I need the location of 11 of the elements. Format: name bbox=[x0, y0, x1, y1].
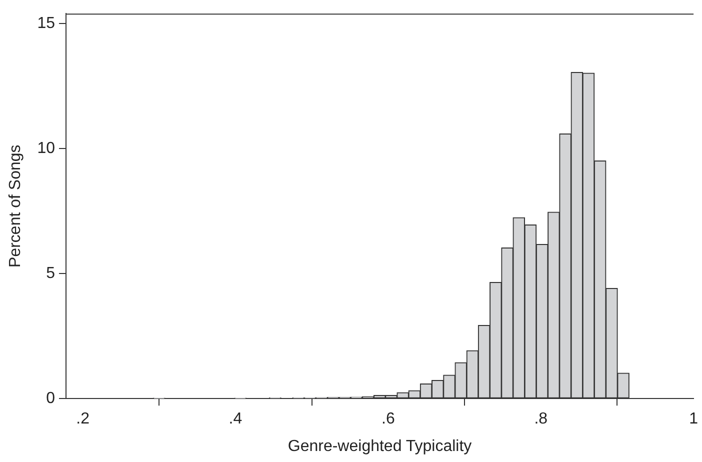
x-tick-label: .6 bbox=[382, 410, 395, 428]
y-tick-label: 5 bbox=[46, 265, 56, 282]
y-axis-title: Percent of Songs bbox=[7, 144, 24, 268]
x-tick-label: .2 bbox=[76, 410, 90, 428]
x-axis-title: Genre-weighted Typicality bbox=[288, 438, 472, 455]
y-tick-label: 10 bbox=[37, 140, 56, 158]
x-tick-label: 1 bbox=[689, 410, 698, 428]
x-tick-label: .8 bbox=[534, 410, 548, 428]
x-tick-label: .4 bbox=[228, 410, 242, 428]
y-tick-label: 15 bbox=[37, 15, 56, 32]
y-tick-label: 0 bbox=[46, 390, 56, 408]
